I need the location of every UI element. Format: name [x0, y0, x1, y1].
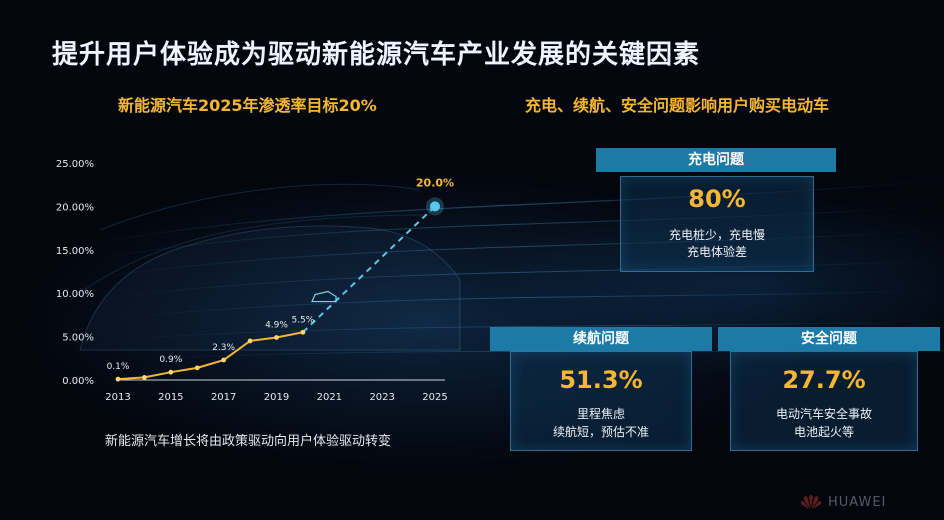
charging-card-header: 充电问题 — [596, 148, 836, 172]
safety-card-body: 27.7% 电动汽车安全事故 电池起火等 — [730, 351, 918, 451]
range-card-value: 51.3% — [559, 366, 643, 394]
series-point — [274, 335, 279, 340]
right-subtitle: 充电、续航、安全问题影响用户购买电动车 — [525, 96, 830, 115]
safety-card: 安全问题 27.7% 电动汽车安全事故 电池起火等 — [718, 327, 940, 453]
y-tick-label: 5.00% — [62, 333, 94, 344]
series-point — [168, 369, 174, 375]
chart-caption: 新能源汽车增长将由政策驱动向用户体验驱动转变 — [105, 434, 392, 449]
x-tick-label: 2025 — [422, 392, 447, 403]
y-tick-label: 15.00% — [56, 246, 94, 257]
y-tick-label: 25.00% — [56, 159, 94, 170]
data-label: 0.9% — [159, 355, 182, 365]
left-subtitle: 新能源汽车2025年渗透率目标20% — [118, 96, 377, 115]
projection-line — [302, 205, 436, 333]
x-tick-label: 2021 — [317, 392, 342, 403]
range-card-body: 51.3% 里程焦虑 续航短，预估不准 — [510, 351, 692, 451]
series-point — [115, 376, 121, 382]
brand-logo: HUAWEI — [800, 494, 886, 510]
charging-card-value: 80% — [688, 185, 746, 213]
car-silhouette-shape — [79, 225, 461, 351]
data-label: 0.1% — [107, 362, 130, 372]
x-tick-label: 2019 — [264, 392, 289, 403]
x-tick-label: 2017 — [211, 392, 236, 403]
brand-name: HUAWEI — [828, 494, 887, 510]
safety-card-value: 27.7% — [782, 366, 866, 394]
y-tick-label: 0.00% — [62, 376, 94, 387]
range-card: 续航问题 51.3% 里程焦虑 续航短，预估不准 — [490, 327, 712, 453]
x-tick-label: 2015 — [158, 392, 183, 403]
series-point — [194, 365, 200, 371]
penetration-chart: 25.00% 20.00% 15.00% 10.00% 5.00% 0.00% 2013 20… — [56, 159, 461, 403]
target-point — [430, 201, 440, 212]
series-point — [221, 357, 227, 363]
data-label: 4.9% — [265, 320, 288, 330]
y-tick-label: 10.00% — [56, 289, 94, 300]
data-label: 5.5% — [291, 315, 314, 325]
data-label: 2.3% — [212, 343, 235, 353]
safety-card-desc-2: 电池起火等 — [793, 425, 854, 439]
huawei-logo-icon — [800, 495, 822, 509]
charging-card-body: 80% 充电桩少，充电慢 充电体验差 — [620, 176, 814, 272]
series-point — [300, 329, 306, 335]
y-tick-label: 20.00% — [56, 202, 94, 213]
series-point — [142, 374, 147, 380]
safety-card-header: 安全问题 — [718, 327, 940, 351]
x-tick-label: 2013 — [105, 392, 130, 403]
charging-card-desc-2: 充电体验差 — [686, 245, 747, 259]
series-line — [117, 331, 304, 381]
charging-card: 充电问题 80% 充电桩少，充电慢 充电体验差 — [596, 148, 836, 274]
car-icon — [311, 290, 337, 303]
safety-card-desc-1: 电动汽车安全事故 — [775, 407, 872, 421]
charging-card-desc-1: 充电桩少，充电慢 — [668, 228, 765, 242]
series-point — [247, 338, 253, 344]
x-tick-label: 2023 — [369, 392, 394, 403]
data-label: 20.0% — [416, 176, 454, 189]
range-card-desc-2: 续航短，预估不准 — [552, 425, 649, 439]
range-card-desc-1: 里程焦虑 — [576, 407, 625, 421]
range-card-header: 续航问题 — [490, 327, 712, 351]
page-title: 提升用户体验成为驱动新能源汽车产业发展的关键因素 — [52, 40, 701, 70]
